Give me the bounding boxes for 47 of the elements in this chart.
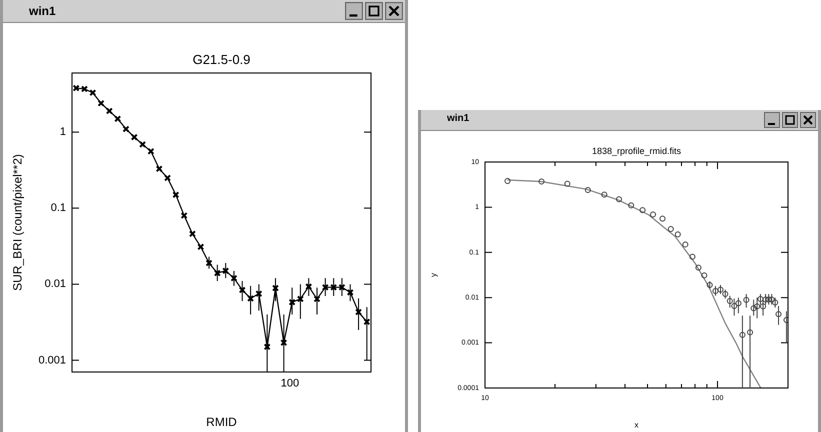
point: [180, 212, 188, 220]
point: [156, 165, 163, 172]
point: [288, 298, 296, 306]
point: [338, 284, 346, 291]
point: [355, 308, 362, 316]
point: [272, 284, 279, 292]
point: [89, 89, 96, 96]
point: [322, 284, 329, 291]
point: [164, 174, 171, 182]
y-axis-title: SUR_BRI (count/pixel**2): [10, 154, 25, 291]
text: 100: [280, 378, 300, 390]
point: [197, 243, 204, 250]
point: [222, 267, 230, 274]
text: win1: [447, 113, 470, 124]
point: [314, 295, 320, 302]
x-axis-title: x: [634, 420, 638, 430]
chart-title: 1838_rprofile_rmid.fits: [592, 146, 682, 156]
chart-title: G21.5-0.9: [192, 52, 250, 68]
y-axis-title: y: [429, 273, 438, 277]
point: [346, 288, 354, 296]
point: [264, 343, 271, 350]
point: [122, 126, 130, 132]
point: [106, 107, 113, 114]
point: [247, 294, 254, 302]
text: win1: [29, 4, 56, 18]
point: [296, 295, 304, 302]
point: [280, 339, 288, 346]
point: [147, 148, 154, 155]
point: [80, 85, 88, 92]
point: [172, 191, 180, 198]
point: [206, 260, 213, 266]
y-tick-label: 0.01: [44, 278, 66, 290]
point: [305, 283, 312, 290]
y-tick-label: 1: [60, 126, 66, 138]
y-tick-label: 0.1: [50, 202, 66, 214]
point: [238, 286, 246, 294]
point: [114, 115, 122, 122]
point: [255, 290, 262, 298]
point: [130, 134, 138, 141]
y-tick-label: 0.001: [38, 354, 66, 366]
point: [98, 100, 105, 107]
point: [139, 140, 146, 148]
point: [214, 270, 221, 277]
point: [230, 274, 238, 282]
x-axis-title: RMID: [206, 415, 238, 430]
point: [330, 284, 338, 291]
point: [188, 230, 196, 238]
